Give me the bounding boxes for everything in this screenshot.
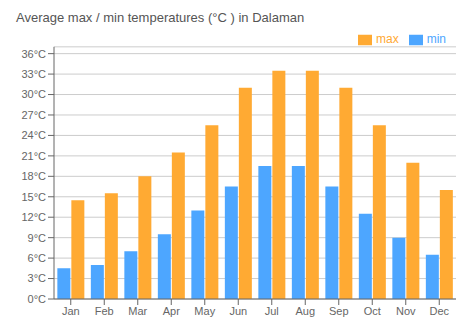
svg-text:Sep: Sep bbox=[329, 305, 349, 317]
svg-text:24°C: 24°C bbox=[21, 129, 46, 141]
html-text:Average max / min temperatures: Average max / min temperatures (°C ) in … bbox=[16, 10, 305, 25]
svg-text:Nov: Nov bbox=[396, 305, 416, 317]
svg-text:May: May bbox=[194, 305, 215, 317]
svg-text:30°C: 30°C bbox=[21, 88, 46, 100]
svg-text:3°C: 3°C bbox=[28, 272, 47, 284]
svg-text:15°C: 15°C bbox=[21, 191, 46, 203]
svg-text:9°C: 9°C bbox=[28, 232, 47, 244]
svg-text:Feb: Feb bbox=[95, 305, 114, 317]
html-text:min: min bbox=[426, 32, 446, 46]
svg-text:33°C: 33°C bbox=[21, 68, 46, 80]
svg-text:12°C: 12°C bbox=[21, 211, 46, 223]
svg-text:Oct: Oct bbox=[364, 305, 381, 317]
svg-text:Mar: Mar bbox=[128, 305, 147, 317]
svg-text:Dec: Dec bbox=[429, 305, 449, 317]
html-text:max: max bbox=[376, 32, 399, 46]
svg-text:Aug: Aug bbox=[295, 305, 315, 317]
svg-text:Apr: Apr bbox=[163, 305, 180, 317]
svg-text:36°C: 36°C bbox=[21, 48, 46, 60]
svg-text:Jan: Jan bbox=[62, 305, 80, 317]
svg-text:0°C: 0°C bbox=[28, 293, 47, 305]
svg-text:27°C: 27°C bbox=[21, 109, 46, 121]
svg-text:6°C: 6°C bbox=[28, 252, 47, 264]
svg-text:18°C: 18°C bbox=[21, 170, 46, 182]
svg-text:Jun: Jun bbox=[229, 305, 247, 317]
svg-text:21°C: 21°C bbox=[21, 150, 46, 162]
svg-text:Jul: Jul bbox=[265, 305, 279, 317]
